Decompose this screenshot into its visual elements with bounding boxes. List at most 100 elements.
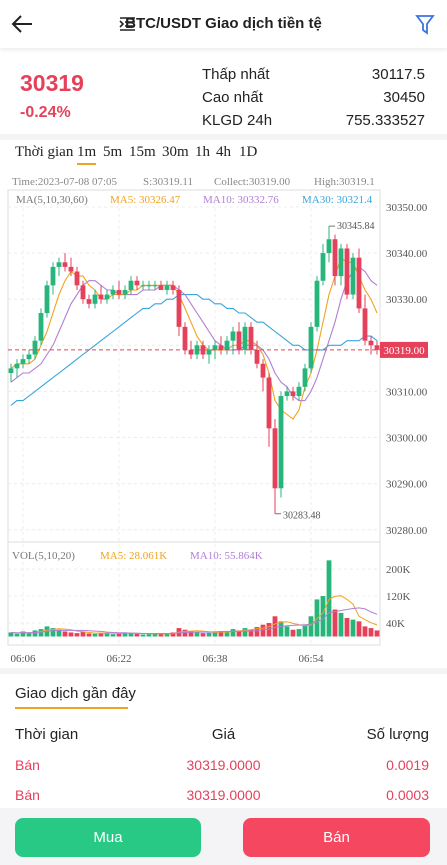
vol-legend-item: MA5: 28.061K xyxy=(100,550,167,562)
volume-bar xyxy=(194,632,200,637)
y-tick-label: 30300.00 xyxy=(386,433,428,445)
info-text: Time:2023-07-08 07:05 xyxy=(12,176,118,188)
candle-body xyxy=(326,239,332,254)
candle-body xyxy=(92,294,98,304)
candle-body xyxy=(368,340,374,346)
volume-bar xyxy=(266,623,272,637)
volume-bar xyxy=(272,616,278,637)
volume-bar xyxy=(14,633,20,637)
table-cell: 30319.0000 xyxy=(186,787,261,803)
buy-button[interactable]: Mua xyxy=(15,818,201,857)
y-tick-label: 30280.00 xyxy=(386,525,428,537)
volume-bar xyxy=(50,628,56,637)
volume-bar xyxy=(254,627,260,637)
menu-icon[interactable] xyxy=(119,16,137,32)
volume-bar xyxy=(236,630,242,637)
interval-tab[interactable]: 15m xyxy=(129,144,156,160)
interval-tab[interactable]: 30m xyxy=(162,144,189,160)
volume-bar xyxy=(350,619,356,637)
candle-body xyxy=(248,326,254,350)
interval-tab[interactable]: 5m xyxy=(103,144,123,160)
last-price-tag xyxy=(380,341,428,358)
vol-tick-label: 120K xyxy=(386,591,411,603)
candle-body xyxy=(338,248,344,277)
volume-bar xyxy=(20,631,26,637)
table-header: Giá xyxy=(211,726,236,743)
price-change: -0.24% xyxy=(20,104,71,121)
table-cell: Bán xyxy=(15,787,40,803)
section-underline xyxy=(15,707,128,709)
sell-button[interactable]: Bán xyxy=(243,818,430,857)
table-cell: Bán xyxy=(15,757,40,773)
interval-tab[interactable]: 1h xyxy=(195,144,210,160)
vol-ma-line xyxy=(10,607,378,634)
volume-bar xyxy=(98,632,104,637)
volume-bar xyxy=(68,632,74,637)
volume-bar xyxy=(296,629,302,637)
candle-body xyxy=(98,294,104,300)
interval-tab[interactable]: 4h xyxy=(216,144,231,160)
x-tick-label: 06:54 xyxy=(298,653,324,665)
volume-bar xyxy=(32,630,38,637)
x-tick-label: 06:38 xyxy=(202,653,228,665)
volume-bar xyxy=(356,621,362,637)
candle-body xyxy=(104,294,110,300)
candle-body xyxy=(80,285,86,300)
volume-bar xyxy=(146,634,152,637)
chart-frame xyxy=(7,189,381,646)
volume-bar xyxy=(116,633,122,637)
info-text: High:30319.1 xyxy=(314,176,375,188)
candle-body xyxy=(266,377,272,429)
separator xyxy=(0,134,447,140)
interval-tab[interactable]: 1m xyxy=(77,144,97,160)
volume-bar xyxy=(212,631,218,637)
candle-body xyxy=(32,340,38,355)
volume-bar xyxy=(170,632,176,637)
volume-bar xyxy=(38,629,44,637)
volume-bar xyxy=(158,633,164,637)
volume-bar xyxy=(56,629,62,637)
table-header: Thời gian xyxy=(15,726,79,743)
volume-bar xyxy=(62,631,68,637)
volume-bar xyxy=(206,632,212,637)
volume-bar xyxy=(92,633,98,637)
candle-body xyxy=(242,326,248,350)
candle-body xyxy=(296,386,302,397)
candle-body xyxy=(332,239,338,277)
volume-bar xyxy=(8,632,14,637)
candle-body xyxy=(314,280,320,327)
volume-bar xyxy=(320,596,326,637)
volume-bar xyxy=(284,626,290,637)
candle-body xyxy=(74,271,80,286)
last-price-label: 30319.00 xyxy=(383,345,425,357)
volume-bar xyxy=(224,632,230,637)
candle-body xyxy=(356,257,362,309)
candle-body xyxy=(170,285,176,290)
candle-body xyxy=(110,289,116,295)
candle-body xyxy=(44,285,50,314)
volume-bar xyxy=(290,629,296,637)
candle-body xyxy=(308,326,314,369)
candle-body xyxy=(146,285,152,287)
stat-label: Thấp nhất xyxy=(202,66,270,83)
candle-body xyxy=(20,359,26,364)
candle-body xyxy=(86,299,92,304)
candle-body xyxy=(122,289,128,295)
filter-button[interactable] xyxy=(415,14,435,36)
candle-body xyxy=(158,285,164,290)
candle-body xyxy=(182,326,188,350)
table-header: Số lượng xyxy=(366,726,429,743)
interval-tab[interactable]: Thời gian xyxy=(15,144,74,160)
interval-tab[interactable]: 1D xyxy=(239,144,258,160)
volume-bar xyxy=(368,628,374,637)
volume-bar xyxy=(332,609,338,637)
candle-body xyxy=(290,391,296,397)
volume-bar xyxy=(302,624,308,637)
y-tick-label: 30340.00 xyxy=(386,248,428,260)
back-button[interactable] xyxy=(10,13,36,35)
chart: Time:2023-07-08 07:05 S:30319.11 Collect:3… xyxy=(7,176,428,665)
candle-body xyxy=(230,331,236,341)
legend-item: MA30: 30321.4 xyxy=(302,194,373,206)
volume-bar xyxy=(128,633,134,637)
volume-bar xyxy=(278,621,284,637)
